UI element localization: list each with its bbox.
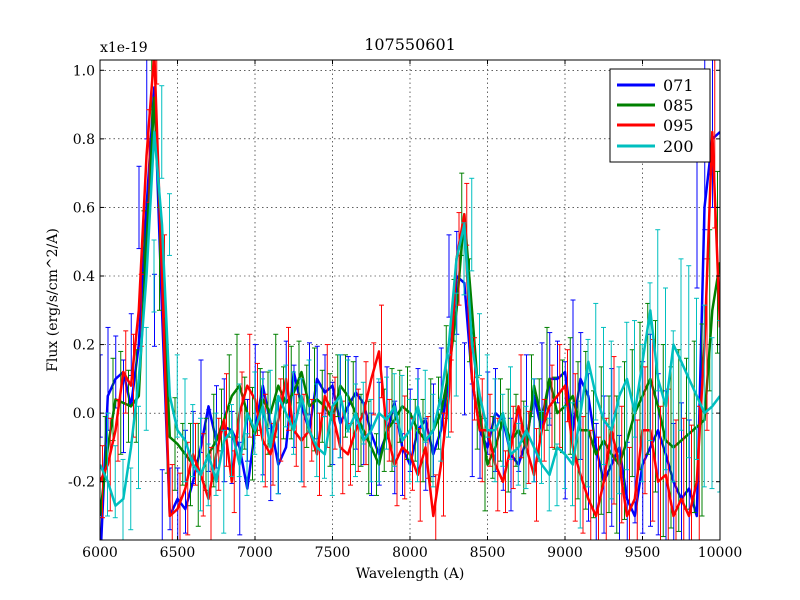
- x-tick-label: 6000: [82, 545, 118, 561]
- y-tick-label: 0.0: [73, 406, 95, 422]
- series-line-200: [100, 130, 720, 507]
- x-tick-label: 8000: [392, 545, 428, 561]
- legend-label-095: 095: [663, 116, 694, 135]
- y-tick-label: 1.0: [73, 63, 95, 79]
- x-tick-label: 6500: [160, 545, 196, 561]
- x-tick-label: 8500: [470, 545, 506, 561]
- legend: 071 085 095 200: [609, 68, 711, 163]
- y-offset-label: x1e-19: [100, 40, 148, 56]
- x-tick-label: 9000: [547, 545, 583, 561]
- y-tick-label: 0.8: [73, 132, 95, 148]
- series-layer: [100, 60, 720, 540]
- x-tick-label: 7500: [315, 545, 351, 561]
- x-tick-label: 9500: [625, 545, 661, 561]
- chart-title: 107550601: [364, 35, 456, 54]
- grid: [100, 60, 720, 540]
- legend-frame: [609, 68, 711, 163]
- y-tick-label: -0.2: [68, 475, 95, 491]
- y-tick-label: 0.2: [73, 338, 95, 354]
- y-tick-label: 0.6: [73, 200, 95, 216]
- ticks: 6000 6500 7000 7500 8000 8500 9000 9500 10000 -0.…: [68, 60, 742, 561]
- x-axis-label: Wavelength (A): [356, 566, 465, 582]
- x-tick-label: 7000: [237, 545, 273, 561]
- x-tick-label: 10000: [698, 545, 743, 561]
- y-tick-label: 0.4: [73, 269, 95, 285]
- legend-label-200: 200: [663, 137, 694, 156]
- legend-label-071: 071: [663, 76, 694, 95]
- legend-label-085: 085: [663, 96, 694, 115]
- y-axis-label: Flux (erg/s/cm^2/A): [45, 228, 61, 372]
